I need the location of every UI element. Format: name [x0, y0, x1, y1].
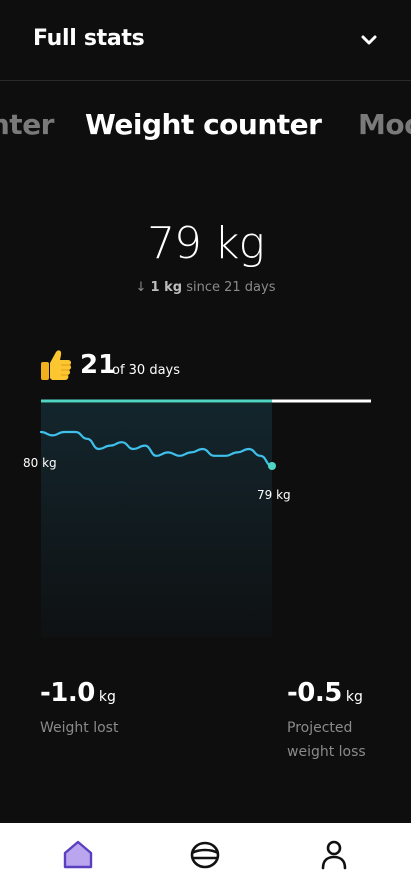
tab-next[interactable]: Moo [358, 108, 411, 141]
weight-change-suffix: since 21 days [186, 280, 276, 295]
days-count: 21 [80, 350, 117, 380]
down-arrow-icon: ↓ [135, 280, 147, 295]
days-total-label: of 30 days [112, 363, 181, 378]
chart-start-label: 80 kg [23, 456, 57, 470]
weight-line [39, 430, 274, 468]
current-weight-point [268, 462, 276, 470]
weight-chart: 80 kg 79 kg [23, 399, 371, 637]
weight-lost-stat: -1.0 kg Weight lost [40, 678, 118, 740]
chevron-down-icon[interactable] [359, 30, 379, 50]
weight-lost-value: -1.0 [40, 678, 95, 708]
chart-area [41, 403, 272, 637]
bottom-navigation [0, 823, 411, 887]
projected-loss-stat: -0.5 kg Projected weight loss [287, 678, 397, 764]
tab-previous[interactable]: nter [0, 108, 55, 141]
thumbs-up-icon [41, 350, 72, 380]
home-icon[interactable] [60, 837, 96, 873]
projected-loss-value: -0.5 [287, 678, 342, 708]
current-weight: 79 kg [147, 218, 265, 269]
weight-lost-label: Weight lost [40, 720, 119, 736]
header-title: Full stats [33, 26, 145, 51]
bowl-icon[interactable] [187, 837, 223, 873]
weight-change-amount: 1 kg [150, 280, 183, 295]
projected-loss-unit: kg [345, 689, 363, 705]
weight-change-summary: ↓ 1 kg since 21 days [0, 280, 411, 295]
tab-weight-counter[interactable]: Weight counter [85, 108, 322, 141]
stats-tabs: nter Weight counter Moo [0, 108, 411, 158]
header: Full stats [0, 0, 411, 81]
chart-end-label: 79 kg [257, 488, 291, 502]
profile-icon[interactable] [316, 837, 352, 873]
projected-loss-label: Projected weight loss [287, 720, 366, 760]
weight-lost-unit: kg [98, 689, 116, 705]
